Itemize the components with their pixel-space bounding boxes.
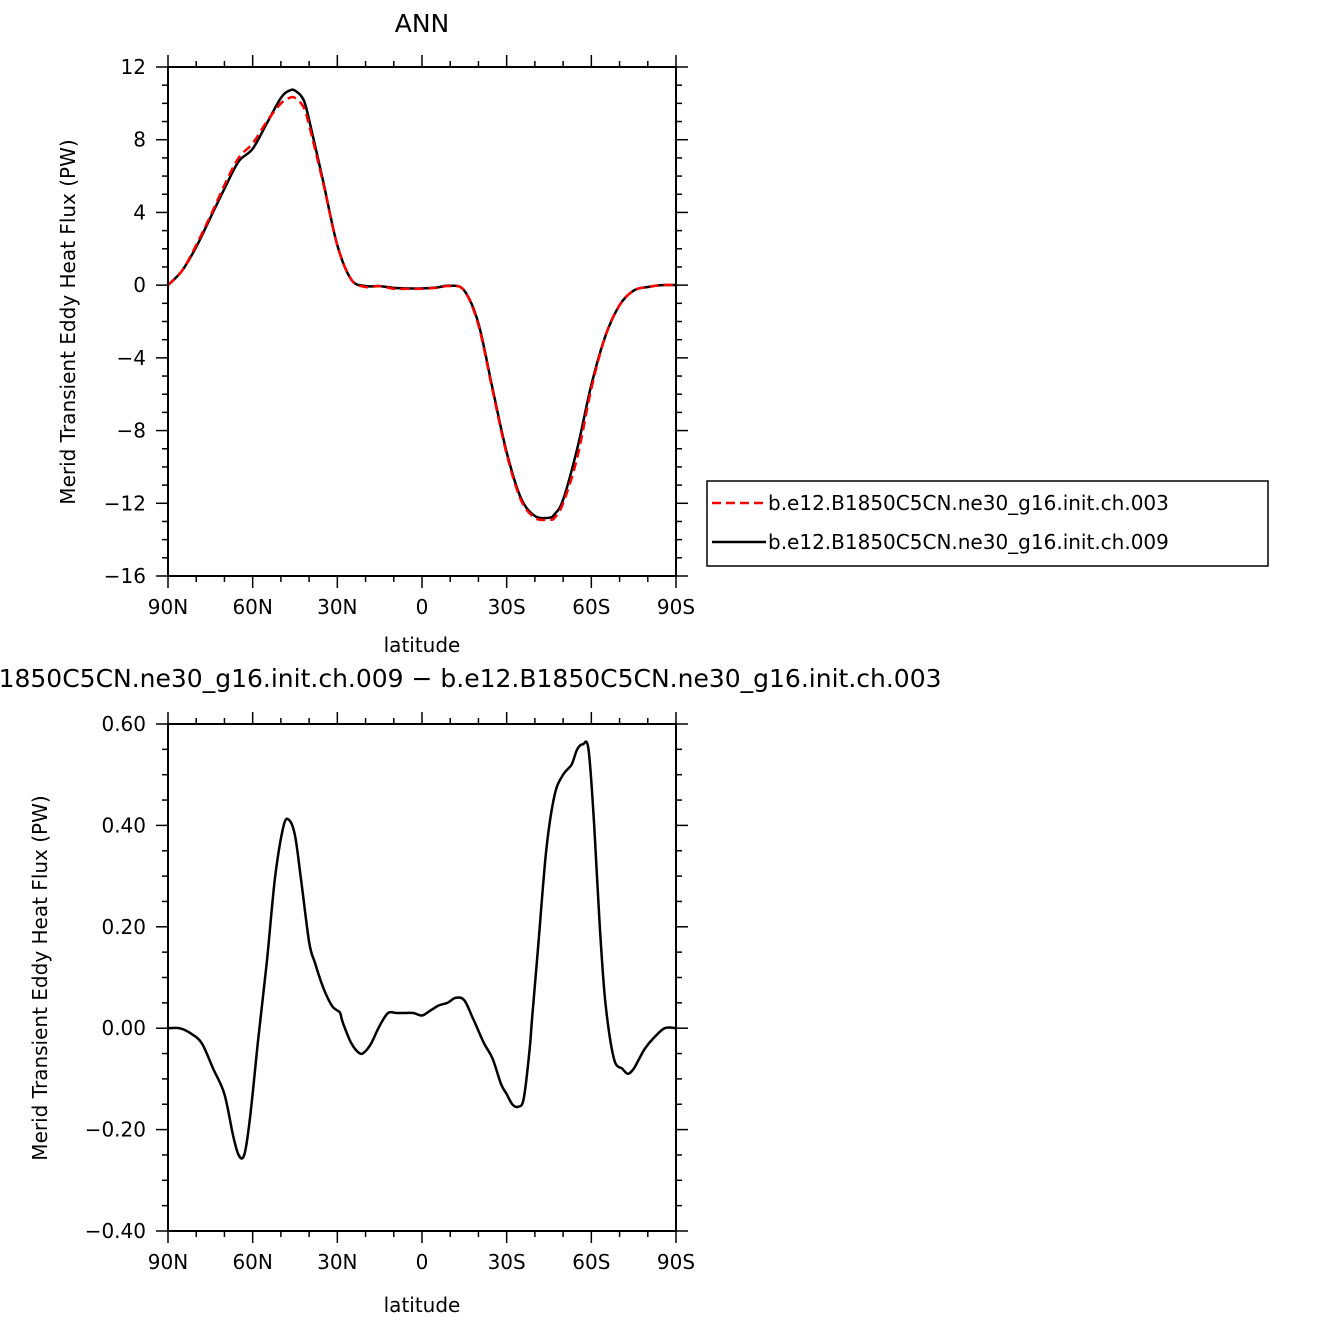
top-y-tick-label: 0: [133, 273, 146, 297]
bottom-y-tick-label: 0.20: [101, 915, 146, 939]
bottom-series-line-0: [167, 740, 677, 1160]
top-y-tick-label: 4: [133, 200, 146, 224]
top-y-tick-label: −12: [104, 491, 146, 515]
legend-label-003: b.e12.B1850C5CN.ne30_g16.init.ch.003: [768, 491, 1169, 515]
top-x-axis-label: latitude: [384, 633, 461, 657]
top-panel: ANN Merid Transient Eddy Heat Flux (PW) …: [56, 9, 695, 657]
top-x-tick-label: 90N: [148, 595, 188, 619]
bottom-y-tick-label: −0.40: [85, 1219, 146, 1243]
top-x-tick-label: 30S: [488, 595, 526, 619]
top-ticks: −16 −12 −8 −4 0 4 8 12 90N 60N 30N 0 30S 60S 90S: [104, 55, 695, 619]
bottom-x-tick-label: 90S: [657, 1250, 695, 1274]
bottom-y-tick-label: 0.40: [101, 813, 146, 837]
top-y-tick-label: −16: [104, 564, 146, 588]
top-x-tick-label: 60N: [232, 595, 272, 619]
bottom-y-tick-label: −0.20: [85, 1118, 146, 1142]
bottom-x-tick-label: 60N: [232, 1250, 272, 1274]
top-series-line-0: [167, 95, 677, 522]
bottom-x-axis-label: latitude: [384, 1293, 461, 1317]
top-x-tick-label: 90S: [657, 595, 695, 619]
bottom-plot-frame: [167, 723, 677, 1232]
legend-box: [706, 480, 1269, 567]
top-y-tick-label: −4: [117, 346, 146, 370]
bottom-chart-title: b.e12.B1850C5CN.ne30_g16.init.ch.009 − b…: [0, 664, 942, 693]
bottom-series-lines: [167, 740, 677, 1160]
bottom-x-tick-label: 0: [416, 1250, 429, 1274]
bottom-x-tick-label: 30S: [488, 1250, 526, 1274]
bottom-ticks: −0.40 −0.20 0.00 0.20 0.40 0.60 90N 60N 30N 0 30S 6…: [85, 712, 695, 1274]
top-y-tick-label: 8: [133, 128, 146, 152]
bottom-y-axis-label: Merid Transient Eddy Heat Flux (PW): [28, 795, 52, 1160]
top-chart-title: ANN: [395, 9, 450, 38]
top-series-lines: [167, 88, 677, 522]
bottom-x-tick-label: 90N: [148, 1250, 188, 1274]
top-plot-frame: [167, 66, 677, 577]
top-series-line-1: [167, 88, 677, 520]
top-x-tick-label: 30N: [317, 595, 357, 619]
top-x-tick-label: 0: [416, 595, 429, 619]
bottom-x-tick-label: 60S: [572, 1250, 610, 1274]
legend: b.e12.B1850C5CN.ne30_g16.init.ch.003 b.e…: [706, 480, 1269, 567]
bottom-y-tick-label: 0.00: [101, 1016, 146, 1040]
top-x-tick-label: 60S: [572, 595, 610, 619]
legend-label-009: b.e12.B1850C5CN.ne30_g16.init.ch.009: [768, 530, 1169, 554]
bottom-panel: b.e12.B1850C5CN.ne30_g16.init.ch.009 − b…: [0, 664, 942, 1317]
bottom-y-tick-label: 0.60: [101, 712, 146, 736]
top-y-tick-label: −8: [117, 419, 146, 443]
bottom-x-tick-label: 30N: [317, 1250, 357, 1274]
top-y-axis-label: Merid Transient Eddy Heat Flux (PW): [56, 139, 80, 504]
top-y-tick-label: 12: [121, 55, 146, 79]
